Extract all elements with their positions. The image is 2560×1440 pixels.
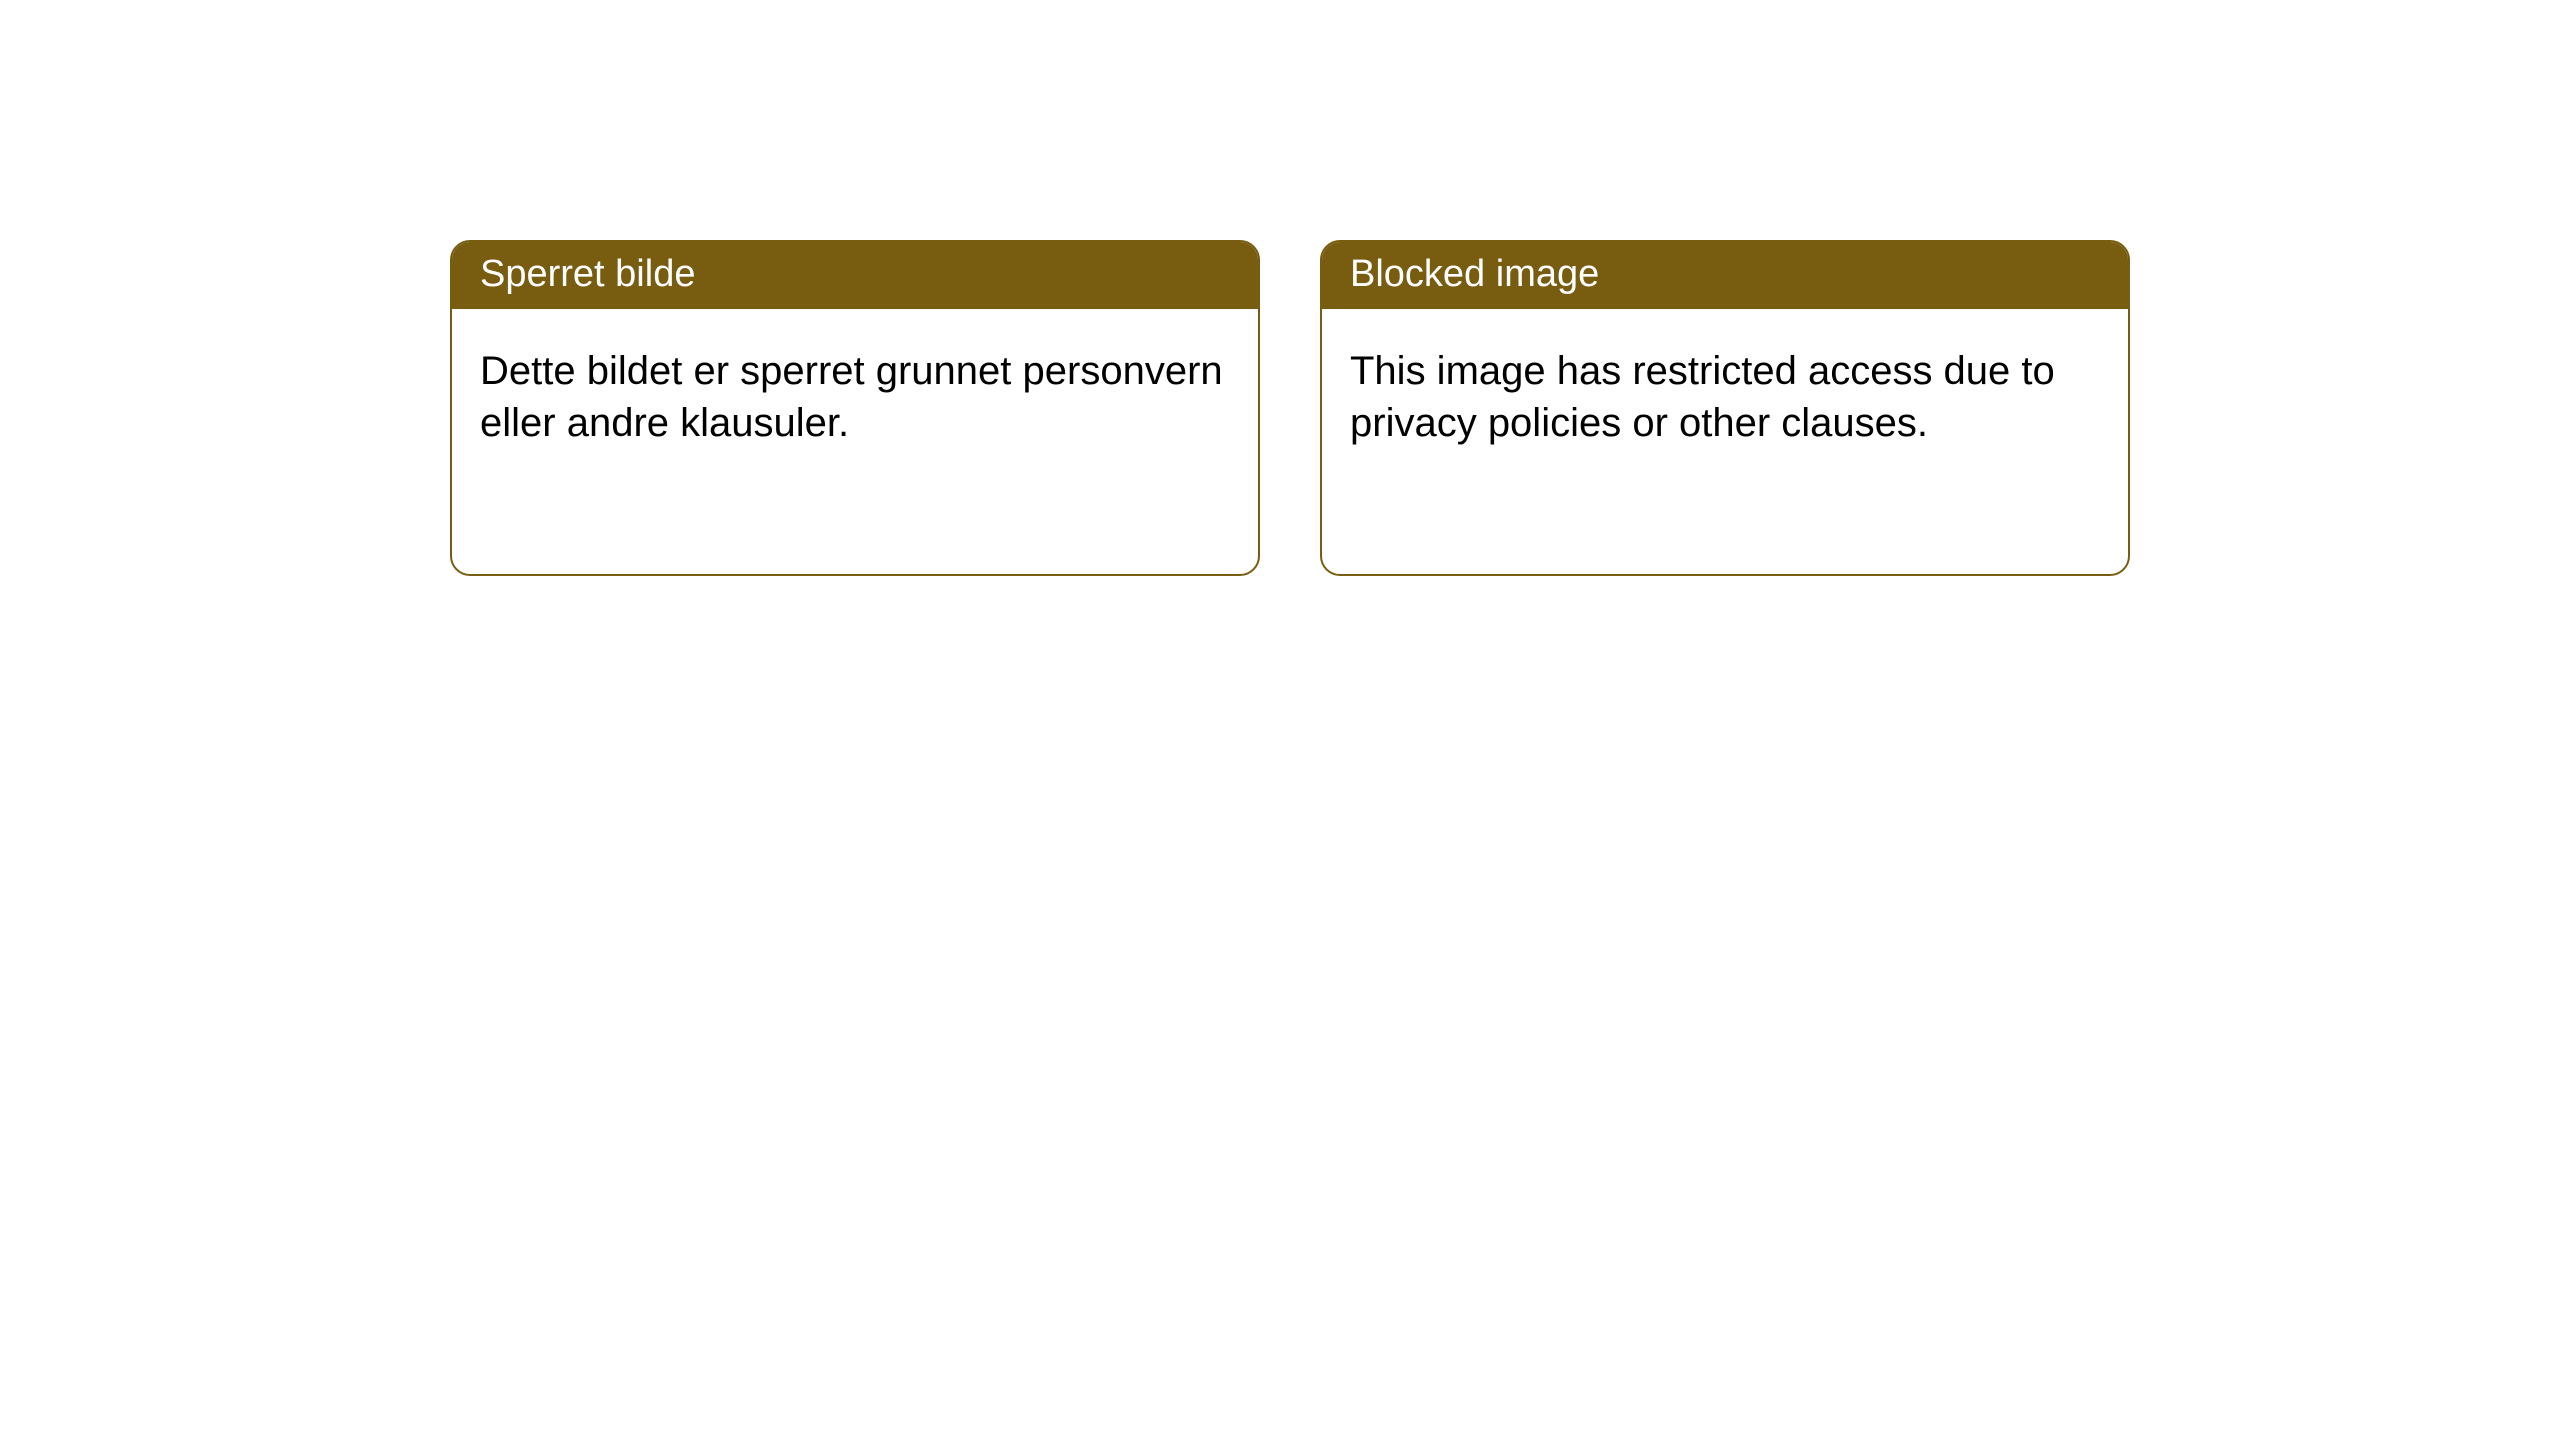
notice-body-english: This image has restricted access due to … xyxy=(1322,309,2128,485)
notice-container: Sperret bilde Dette bildet er sperret gr… xyxy=(0,0,2560,576)
notice-title-english: Blocked image xyxy=(1322,242,2128,309)
notice-card-english: Blocked image This image has restricted … xyxy=(1320,240,2130,576)
notice-title-norwegian: Sperret bilde xyxy=(452,242,1258,309)
notice-body-norwegian: Dette bildet er sperret grunnet personve… xyxy=(452,309,1258,485)
notice-card-norwegian: Sperret bilde Dette bildet er sperret gr… xyxy=(450,240,1260,576)
